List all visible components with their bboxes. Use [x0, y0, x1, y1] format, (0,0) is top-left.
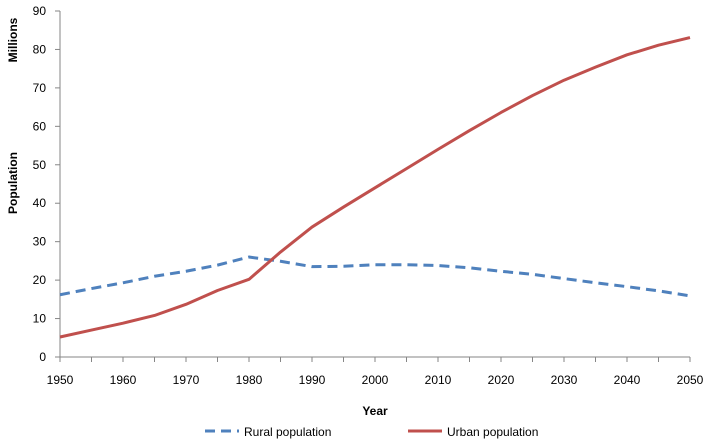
legend: Rural population Urban population [205, 425, 538, 439]
legend-label-urban: Urban population [447, 425, 538, 439]
y-tick-label: 40 [33, 196, 47, 210]
y-tick-label: 20 [33, 273, 47, 287]
series-line-rural [59, 255, 691, 298]
x-tick-label: 2010 [425, 373, 452, 387]
x-tick-label: 2030 [551, 373, 578, 387]
y-axis-title: Population [6, 152, 20, 214]
y-tick-label: 30 [33, 235, 47, 249]
series-layer [59, 36, 691, 339]
legend-label-rural: Rural population [244, 425, 331, 439]
x-tick-label: 2020 [488, 373, 515, 387]
x-tick-label: 1960 [110, 373, 137, 387]
plot-area [59, 11, 690, 358]
y-tick-label: 0 [39, 350, 46, 364]
y-tick-label: 60 [33, 119, 47, 133]
series-line-urban [59, 36, 691, 339]
y-tick-label: 10 [33, 312, 47, 326]
y-tick-label: 50 [33, 158, 47, 172]
x-tick-label: 2050 [677, 373, 704, 387]
x-tick-label: 1980 [236, 373, 263, 387]
x-tick-label: 1970 [173, 373, 200, 387]
x-axis-title: Year [362, 404, 388, 418]
x-tick-label: 1950 [47, 373, 74, 387]
x-tick-label: 2040 [614, 373, 641, 387]
y-tick-label: 90 [33, 4, 47, 18]
x-tick-label: 2000 [362, 373, 389, 387]
x-tick-label: 1990 [299, 373, 326, 387]
y-tick-label: 70 [33, 81, 47, 95]
y-axis-ticks: 0 10 20 30 40 50 60 70 80 90 [33, 4, 60, 364]
y-axis-unit-label: Millions [6, 17, 20, 62]
x-axis-ticks: 1950 1960 1970 1980 1990 2000 2010 2020 2030 2040… [47, 357, 704, 387]
y-tick-label: 80 [33, 42, 47, 56]
